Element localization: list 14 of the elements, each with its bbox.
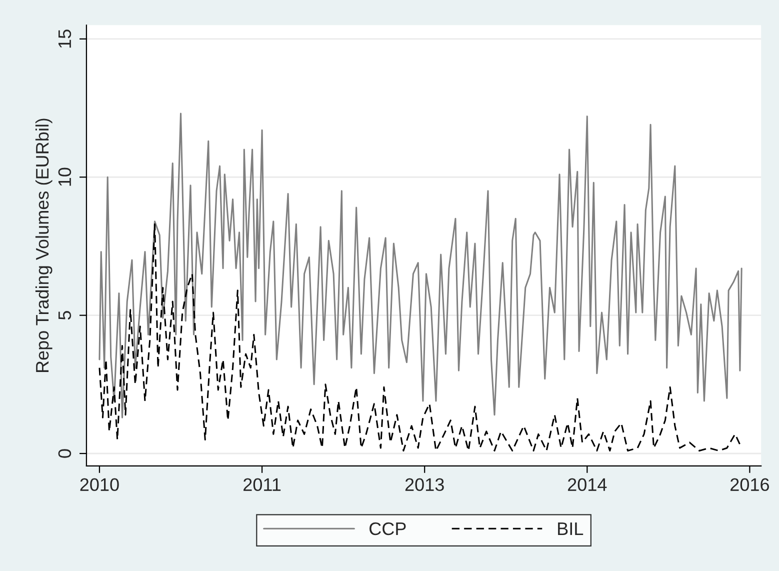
y-tick-label: 0 [58,449,72,458]
y-tick-label: 15 [58,30,72,48]
x-tick-label: 2016 [730,478,769,492]
x-tick-label: 2014 [568,478,607,492]
text: BIL [558,522,584,535]
x-tick-label: 2010 [80,478,119,492]
y-tick-label: 5 [58,311,72,320]
line-series [98,112,742,418]
x-tick-label: 2011 [244,478,281,492]
legend-label: CCP [370,522,406,536]
y-axis-title: Repo Trading Volumes (EURbil) [35,118,52,372]
x-tick-label: 2013 [405,478,444,492]
y-tick-label: 10 [58,168,72,186]
line-series [98,223,742,452]
